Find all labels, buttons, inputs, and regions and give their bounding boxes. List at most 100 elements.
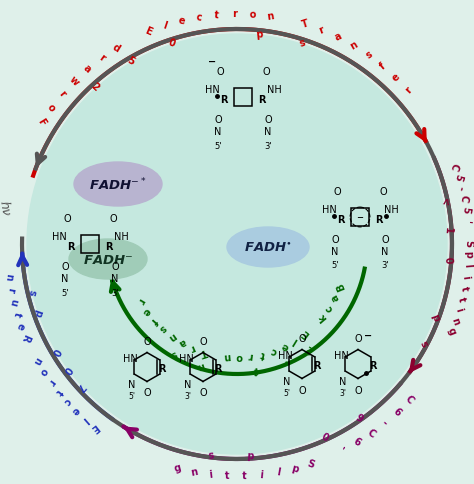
Text: O: O	[214, 115, 222, 125]
Text: 0: 0	[167, 37, 176, 49]
Text: C: C	[365, 426, 377, 439]
Text: O: O	[264, 115, 272, 125]
Text: 4: 4	[253, 363, 261, 374]
Text: O: O	[331, 235, 339, 244]
Text: C: C	[458, 194, 469, 203]
Text: FADH$^{-}$: FADH$^{-}$	[83, 253, 133, 266]
Text: N: N	[381, 246, 389, 257]
Text: t: t	[225, 470, 230, 480]
Text: p: p	[463, 250, 473, 258]
Text: 3': 3'	[381, 261, 389, 270]
Text: $h\nu$: $h\nu$	[0, 198, 14, 217]
Text: l: l	[162, 20, 168, 31]
Text: N: N	[264, 127, 272, 136]
Text: o: o	[249, 9, 256, 20]
Text: r: r	[318, 25, 326, 35]
Text: F: F	[35, 117, 47, 128]
Text: −: −	[364, 331, 372, 340]
Text: O: O	[262, 67, 270, 77]
Text: t: t	[53, 386, 64, 396]
Text: p: p	[290, 462, 299, 473]
Text: −: −	[356, 213, 364, 222]
Text: N: N	[214, 127, 222, 136]
Text: n: n	[266, 11, 274, 22]
Text: C: C	[402, 393, 415, 405]
Text: S: S	[463, 239, 473, 246]
Text: 5': 5'	[283, 389, 290, 397]
Text: <: <	[438, 196, 449, 206]
Text: HN: HN	[179, 353, 193, 363]
Text: p: p	[246, 451, 254, 461]
Text: c: c	[270, 345, 278, 356]
Text: 5': 5'	[128, 392, 135, 401]
Text: 3': 3'	[339, 389, 346, 397]
Text: NH: NH	[383, 205, 398, 214]
Text: O: O	[379, 187, 387, 197]
Text: u: u	[8, 297, 19, 306]
Text: l: l	[81, 413, 90, 423]
Text: R: R	[313, 360, 320, 370]
Text: o: o	[236, 351, 242, 361]
Text: i: i	[461, 274, 471, 279]
Text: .: .	[281, 356, 288, 366]
Text: r: r	[46, 376, 56, 386]
Text: 1: 1	[442, 226, 453, 233]
Text: HN: HN	[334, 350, 348, 360]
Ellipse shape	[74, 163, 162, 207]
Ellipse shape	[69, 240, 147, 279]
Text: N: N	[331, 246, 339, 257]
Text: e: e	[177, 15, 186, 26]
Text: C: C	[448, 161, 460, 171]
Text: 5': 5'	[331, 261, 339, 270]
Text: 0: 0	[320, 431, 330, 443]
Text: p: p	[255, 29, 263, 39]
Text: n: n	[166, 329, 178, 341]
Text: FADH$^{\bullet}$: FADH$^{\bullet}$	[244, 241, 292, 254]
Text: O: O	[143, 388, 151, 398]
Text: t: t	[11, 310, 22, 317]
Text: e: e	[391, 72, 402, 83]
Text: r: r	[57, 89, 68, 99]
Text: O: O	[216, 67, 224, 77]
Text: -: -	[380, 417, 389, 427]
Text: N: N	[184, 379, 191, 389]
Text: R: R	[220, 95, 228, 105]
Text: O: O	[381, 235, 389, 244]
Text: O: O	[61, 261, 69, 272]
Text: e: e	[280, 340, 290, 351]
Text: r: r	[97, 52, 106, 63]
Text: l: l	[462, 263, 472, 268]
Text: HN: HN	[322, 205, 337, 214]
Text: FADH$^{-*}$: FADH$^{-*}$	[89, 176, 146, 193]
Text: c: c	[324, 302, 336, 313]
Circle shape	[27, 35, 447, 454]
Text: 2: 2	[304, 342, 315, 353]
Text: n: n	[31, 354, 43, 365]
Text: t: t	[242, 470, 247, 480]
Text: 0: 0	[442, 256, 453, 263]
Text: NH: NH	[266, 85, 282, 95]
Text: g: g	[445, 326, 457, 336]
Text: HN: HN	[205, 85, 219, 95]
Text: O: O	[333, 187, 341, 197]
Text: R: R	[337, 214, 345, 225]
Text: i: i	[453, 306, 464, 313]
Text: R: R	[67, 242, 75, 252]
Text: ': '	[338, 445, 346, 455]
Text: 0: 0	[61, 363, 73, 375]
Text: i: i	[259, 469, 264, 479]
Text: R: R	[105, 242, 113, 252]
Text: n: n	[348, 40, 359, 52]
Text: O: O	[354, 333, 362, 343]
Text: w: w	[68, 74, 81, 88]
Text: o: o	[37, 365, 50, 376]
Text: R: R	[158, 363, 165, 373]
Text: O: O	[354, 385, 362, 394]
Text: e: e	[15, 320, 27, 331]
Text: R: R	[258, 95, 266, 105]
Text: O: O	[63, 213, 71, 224]
Text: r: r	[248, 350, 254, 361]
Text: t: t	[456, 295, 467, 302]
Text: s: s	[364, 49, 374, 61]
Text: S: S	[306, 457, 316, 469]
